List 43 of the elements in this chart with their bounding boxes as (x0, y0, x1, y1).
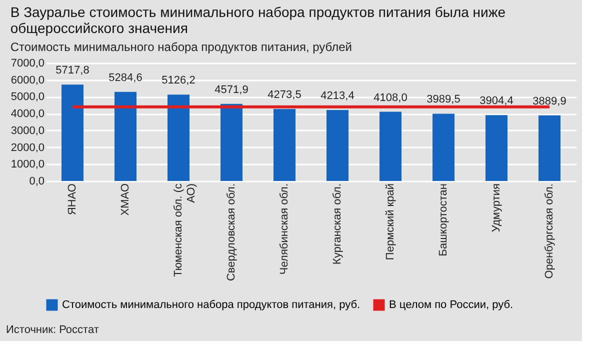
x-tick-label: Курганская обл. (332, 184, 344, 264)
chart-title: В Зауралье стоимость минимального набора продуктов питания была ниже общероссийского значения (10, 4, 506, 36)
data-label: 3989,5 (426, 94, 460, 106)
bar (168, 94, 190, 181)
data-label: 5126,2 (162, 74, 196, 87)
data-label: 3904,4 (480, 95, 514, 108)
bar (538, 115, 560, 181)
data-label: 4571,9 (214, 84, 248, 96)
data-label: 3889,9 (532, 95, 566, 108)
legend-label: В целом по России, руб. (389, 299, 514, 311)
x-tick-label: ХМАО (120, 183, 132, 216)
data-label: 5717,8 (56, 64, 90, 77)
x-tick-label: Челябинская обл. (278, 184, 290, 275)
bar (114, 92, 136, 181)
text: Источник: Росстат (6, 324, 99, 336)
y-tick-label: 1000,0 (10, 158, 44, 171)
bar (432, 114, 454, 181)
data-label: 4108,0 (374, 92, 408, 104)
y-tick-label: 6000,0 (10, 74, 44, 86)
data-label: 4273,5 (268, 88, 302, 101)
y-tick-label: 5000,0 (10, 91, 44, 104)
legend-label: Стоимость минимального набора продуктов питания, руб. (62, 299, 360, 311)
y-tick-label: 3000,0 (10, 124, 44, 137)
x-tick-label: Оренбургская обл. (544, 184, 556, 279)
bar (220, 104, 242, 181)
bar (326, 110, 348, 181)
y-tick-label: 7000,0 (10, 58, 44, 70)
bar (62, 84, 84, 181)
x-tick-label: Свердловская обл. (226, 184, 238, 282)
y-tick-label: 2000,0 (10, 142, 44, 154)
x-tick-label: Тюменская обл. (с АО) (172, 183, 198, 277)
chart-subtitle: Стоимость минимального набора продуктов питания, рублей (10, 40, 352, 54)
x-tick-label: Пермский край (384, 184, 396, 260)
x-tick-label: Удмуртия (490, 183, 502, 232)
data-label: 5284,6 (108, 72, 142, 84)
x-tick-label: Башкортостан (438, 184, 450, 256)
y-tick-label: 0,0 (29, 176, 44, 188)
x-tick-label: ЯНАО (66, 183, 78, 216)
bar (380, 112, 402, 181)
y-tick-label: 4000,0 (10, 108, 44, 120)
bar (486, 115, 508, 181)
data-label: 4213,4 (320, 90, 354, 102)
bar (274, 108, 296, 181)
